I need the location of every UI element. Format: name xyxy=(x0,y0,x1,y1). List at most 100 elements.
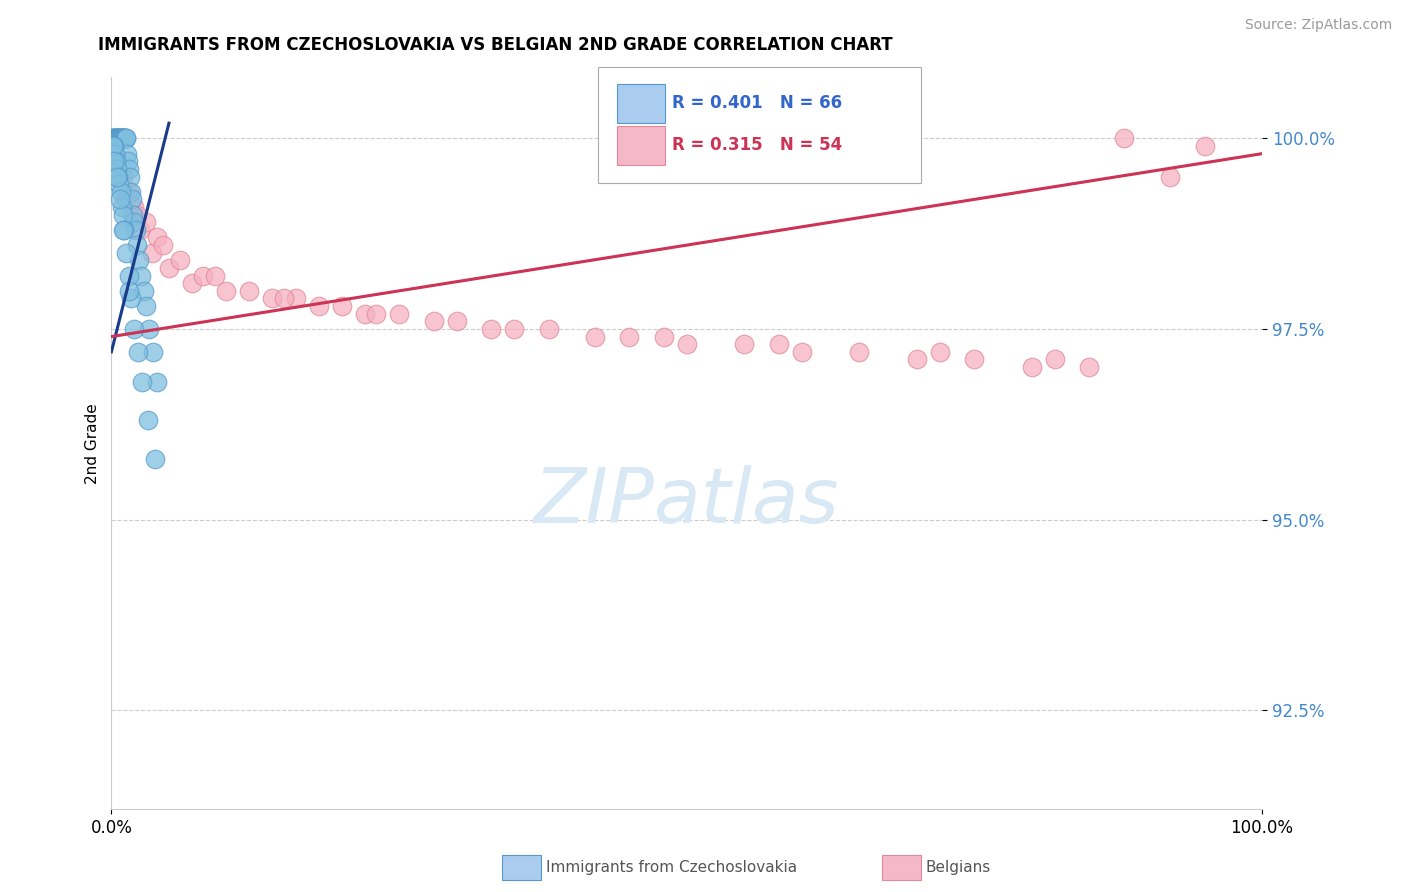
Point xyxy=(105,161,128,176)
Point xyxy=(135,215,157,229)
Point xyxy=(1078,360,1101,375)
Point xyxy=(790,344,813,359)
Point xyxy=(108,131,131,145)
Point xyxy=(114,131,136,145)
Point xyxy=(115,131,138,145)
Point xyxy=(131,376,153,390)
Point xyxy=(112,223,135,237)
Point xyxy=(108,131,131,145)
Point xyxy=(111,208,134,222)
Point xyxy=(111,223,134,237)
Point xyxy=(104,131,127,145)
Point xyxy=(111,200,134,214)
Point xyxy=(138,322,160,336)
Point xyxy=(111,131,134,145)
Point xyxy=(353,307,375,321)
Point xyxy=(125,208,148,222)
Text: IMMIGRANTS FROM CZECHOSLOVAKIA VS BELGIAN 2ND GRADE CORRELATION CHART: IMMIGRANTS FROM CZECHOSLOVAKIA VS BELGIA… xyxy=(98,36,893,54)
Point xyxy=(105,161,128,176)
Point xyxy=(107,169,129,184)
Point xyxy=(136,413,159,427)
Point xyxy=(157,260,180,275)
Point xyxy=(118,268,141,283)
Point xyxy=(103,131,125,145)
Point xyxy=(111,177,134,191)
Point xyxy=(1194,139,1216,153)
Point xyxy=(132,284,155,298)
Point xyxy=(131,268,153,283)
Point xyxy=(330,299,353,313)
Point xyxy=(105,131,128,145)
Point xyxy=(120,185,142,199)
Point xyxy=(120,292,142,306)
Point xyxy=(963,352,986,367)
Point xyxy=(388,307,411,321)
Point xyxy=(128,253,150,268)
Point xyxy=(118,169,141,184)
Point xyxy=(675,337,697,351)
Point xyxy=(135,299,157,313)
Point xyxy=(169,253,191,268)
Point xyxy=(127,344,149,359)
Point xyxy=(124,215,146,229)
Point xyxy=(111,169,134,184)
Point xyxy=(112,131,135,145)
Point xyxy=(108,177,131,191)
Point xyxy=(110,131,132,145)
Point xyxy=(105,131,128,145)
Text: Immigrants from Czechoslovakia: Immigrants from Czechoslovakia xyxy=(546,861,797,875)
Point xyxy=(101,139,124,153)
Point xyxy=(1112,131,1135,145)
Point xyxy=(928,344,950,359)
Point xyxy=(108,193,131,207)
Point xyxy=(537,322,560,336)
Point xyxy=(108,131,131,145)
Point xyxy=(115,193,138,207)
Point xyxy=(122,208,145,222)
Point xyxy=(129,223,152,237)
Point xyxy=(115,245,138,260)
Point xyxy=(141,245,163,260)
Point xyxy=(114,131,136,145)
Point xyxy=(768,337,790,351)
Point xyxy=(124,200,146,214)
Point xyxy=(146,230,169,244)
Point xyxy=(101,131,124,145)
Point xyxy=(121,193,143,207)
Y-axis label: 2nd Grade: 2nd Grade xyxy=(86,403,100,483)
Point xyxy=(107,131,129,145)
Text: Belgians: Belgians xyxy=(925,861,990,875)
Point xyxy=(479,322,502,336)
Point xyxy=(215,284,238,298)
Point xyxy=(110,185,132,199)
Point xyxy=(364,307,387,321)
Point xyxy=(583,329,606,343)
Point xyxy=(114,131,136,145)
Point xyxy=(503,322,526,336)
Point xyxy=(110,169,132,184)
Point xyxy=(143,451,166,466)
Point xyxy=(118,284,141,298)
Point xyxy=(733,337,755,351)
Point xyxy=(146,376,169,390)
Point xyxy=(103,131,125,145)
Point xyxy=(114,193,136,207)
Point xyxy=(101,131,124,145)
Point xyxy=(105,131,128,145)
Point xyxy=(152,238,174,252)
Point xyxy=(104,146,127,161)
Point xyxy=(111,131,134,145)
Point xyxy=(115,146,138,161)
Point xyxy=(105,169,128,184)
Point xyxy=(124,223,146,237)
Point xyxy=(905,352,928,367)
Point xyxy=(422,314,444,328)
Point xyxy=(848,344,870,359)
Point xyxy=(619,329,641,343)
Point xyxy=(308,299,330,313)
Point xyxy=(104,146,127,161)
Point xyxy=(103,139,125,153)
Point xyxy=(181,277,204,291)
Point xyxy=(1021,360,1043,375)
Point xyxy=(110,131,132,145)
